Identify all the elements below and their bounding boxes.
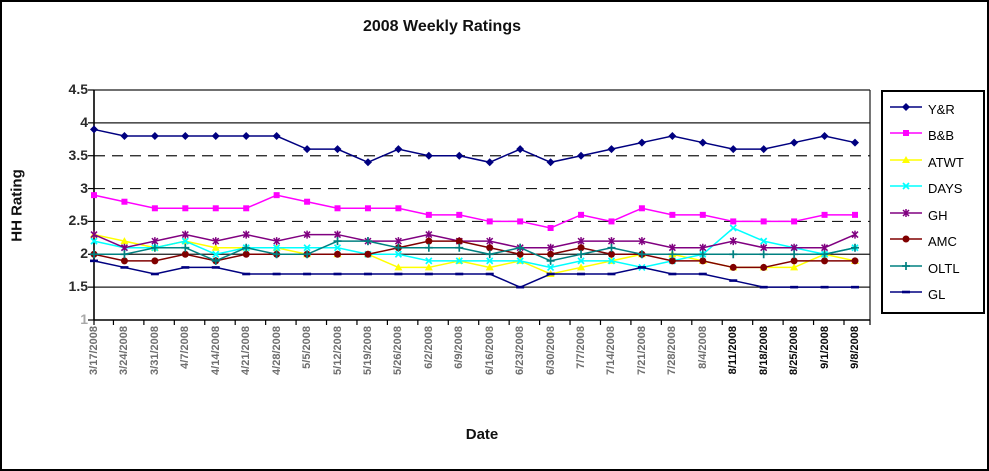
legend-item-gl: GL xyxy=(889,285,981,304)
legend-marker-circle-icon xyxy=(889,232,923,251)
x-axis-title: Date xyxy=(465,426,499,443)
legend-label: DAYS xyxy=(928,181,963,197)
legend-label: OLTL xyxy=(928,260,960,276)
legend-item-oltl: OLTL xyxy=(889,259,981,278)
legend-label: AMC xyxy=(928,234,957,250)
legend: Y&R B&B ATWT DAYS GH AMC OLTL GL xyxy=(881,90,985,314)
legend-marker-dash-icon xyxy=(889,285,923,304)
legend-marker-triangle-icon xyxy=(889,153,923,172)
legend-item-amc: AMC xyxy=(889,232,981,251)
legend-item-yr: Y&R xyxy=(889,100,981,119)
legend-label: GH xyxy=(928,207,948,223)
legend-label: GL xyxy=(928,287,946,303)
legend-marker-plus-icon xyxy=(889,259,923,278)
legend-marker-star-icon xyxy=(889,206,923,225)
legend-label: ATWT xyxy=(928,154,964,170)
legend-marker-diamond-icon xyxy=(889,100,923,119)
legend-item-gh: GH xyxy=(889,206,981,225)
legend-marker-square-icon xyxy=(889,126,923,145)
legend-label: Y&R xyxy=(928,101,955,117)
legend-marker-x-icon xyxy=(889,179,923,198)
legend-label: B&B xyxy=(928,128,955,144)
legend-item-days: DAYS xyxy=(889,179,981,198)
legend-item-bb: B&B xyxy=(889,126,981,145)
chart-title: 2008 Weekly Ratings xyxy=(362,18,521,35)
legend-item-atwt: ATWT xyxy=(889,153,981,172)
